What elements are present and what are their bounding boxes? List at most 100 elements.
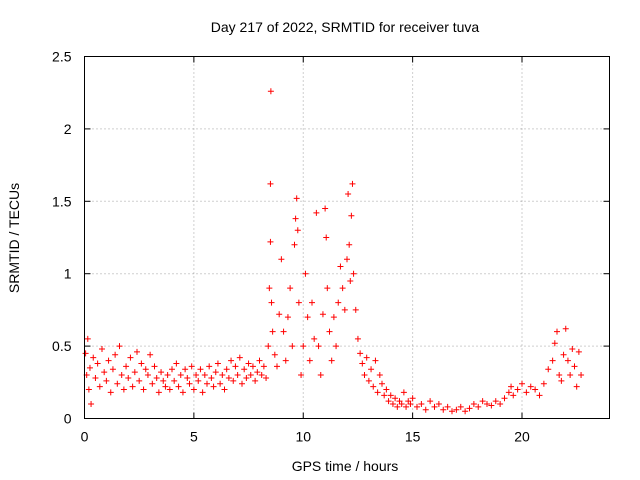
data-point	[545, 366, 552, 373]
data-point	[328, 357, 335, 364]
data-point	[293, 195, 300, 202]
data-point	[556, 372, 563, 379]
data-point	[155, 389, 162, 396]
data-point	[357, 350, 364, 357]
data-point	[162, 383, 169, 390]
data-point	[363, 354, 370, 361]
data-point	[376, 372, 383, 379]
data-point	[322, 205, 329, 212]
data-point	[422, 406, 429, 413]
data-point	[379, 380, 385, 387]
data-point	[344, 256, 350, 263]
data-point	[466, 405, 473, 412]
data-point	[228, 357, 235, 364]
data-point	[571, 363, 578, 370]
data-point	[349, 180, 356, 187]
data-point	[291, 241, 298, 248]
data-point	[418, 401, 425, 408]
data-point	[324, 285, 331, 292]
data-point	[374, 389, 381, 396]
data-point	[217, 380, 224, 387]
data-point	[175, 383, 182, 390]
data-point	[403, 403, 410, 410]
data-point	[147, 351, 154, 358]
x-tick-label: 10	[295, 429, 311, 445]
data-point	[169, 366, 175, 373]
data-point	[210, 383, 217, 390]
data-point	[536, 392, 543, 399]
data-point	[457, 403, 464, 410]
data-point	[294, 227, 301, 234]
data-point	[214, 360, 221, 367]
data-point	[252, 377, 259, 384]
y-tick-label: 1.5	[52, 193, 72, 209]
data-point	[400, 389, 407, 396]
data-point	[149, 380, 156, 387]
data-point	[347, 277, 354, 284]
data-point	[365, 377, 372, 384]
data-point	[540, 380, 547, 387]
data-point	[182, 366, 189, 373]
data-point	[241, 366, 248, 373]
data-point	[101, 369, 108, 376]
data-point	[295, 299, 302, 306]
data-point	[562, 325, 569, 332]
data-point	[333, 343, 340, 350]
data-point	[201, 372, 208, 379]
data-point	[179, 389, 186, 396]
data-point	[188, 363, 195, 370]
data-point	[409, 395, 416, 402]
data-point	[280, 328, 287, 335]
data-point	[118, 372, 125, 379]
data-point	[129, 383, 136, 390]
data-point	[501, 395, 508, 402]
axis-ticks: 0 0.5 1 1.5 2 2.5 0 5 10 15 20	[52, 49, 610, 445]
data-point	[236, 354, 243, 361]
data-point	[195, 377, 202, 384]
data-point	[245, 360, 252, 367]
data-point	[492, 398, 499, 405]
data-point	[497, 401, 504, 408]
data-point	[311, 335, 318, 342]
data-point	[284, 314, 291, 321]
data-point	[193, 372, 200, 379]
data-point	[470, 401, 477, 408]
data-point	[197, 366, 204, 373]
data-point	[345, 191, 352, 198]
data-point	[573, 383, 580, 390]
data-point	[527, 383, 534, 390]
data-point	[341, 306, 348, 313]
data-point	[184, 374, 191, 381]
data-point	[142, 366, 149, 373]
data-point	[554, 328, 560, 335]
data-point	[82, 350, 89, 357]
data-point	[479, 398, 486, 405]
data-point	[94, 360, 101, 367]
data-point	[326, 328, 333, 335]
data-point	[267, 180, 274, 187]
data-point	[144, 372, 151, 379]
data-point	[475, 403, 482, 410]
data-point	[389, 401, 396, 408]
data-point	[267, 238, 274, 245]
data-point	[225, 374, 232, 381]
data-point	[335, 299, 342, 306]
data-point	[313, 209, 320, 216]
data-point	[564, 357, 571, 364]
data-point	[166, 386, 173, 393]
data-point	[267, 88, 274, 95]
data-point	[510, 392, 517, 399]
data-point	[86, 364, 93, 371]
data-point	[387, 392, 394, 399]
data-point	[302, 270, 309, 277]
data-point	[315, 343, 322, 350]
data-point	[287, 285, 294, 292]
data-point	[370, 383, 377, 390]
data-point	[164, 372, 171, 379]
x-tick-label: 0	[81, 429, 89, 445]
data-point	[103, 377, 110, 384]
data-point	[282, 357, 289, 364]
data-point	[90, 354, 97, 361]
data-point	[123, 363, 130, 370]
